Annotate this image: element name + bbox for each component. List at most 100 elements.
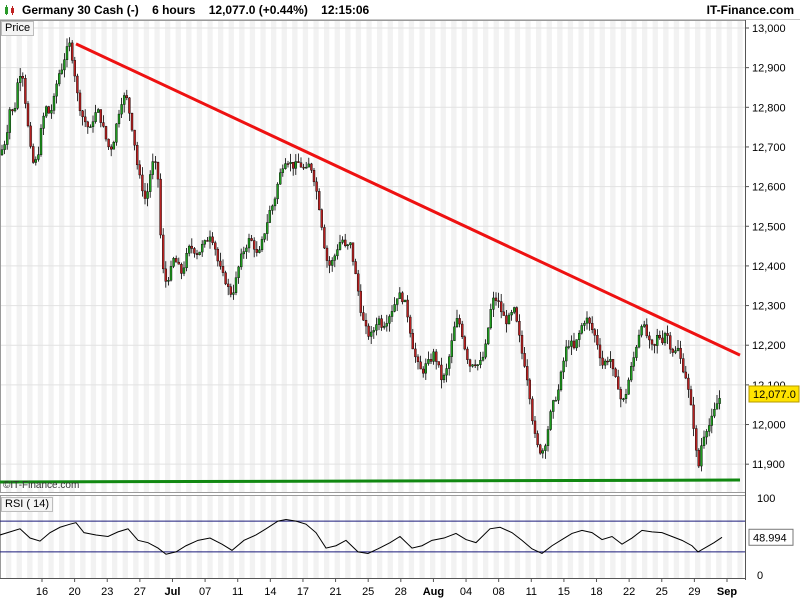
time-band bbox=[324, 495, 330, 578]
time-band bbox=[504, 20, 510, 492]
x-tick-label: 29 bbox=[688, 586, 700, 598]
candle-down bbox=[21, 76, 24, 79]
candle-down bbox=[429, 359, 433, 362]
x-tick-label: 04 bbox=[460, 586, 472, 598]
candle-down bbox=[156, 162, 160, 180]
time-band bbox=[663, 20, 669, 492]
time-band bbox=[620, 20, 627, 492]
candle-up bbox=[385, 323, 388, 327]
rsi-panel-label: RSI ( 14) bbox=[1, 497, 54, 512]
candle-down bbox=[190, 245, 194, 249]
candle-up bbox=[198, 251, 201, 256]
candle-down bbox=[500, 301, 503, 313]
candle-up bbox=[640, 326, 643, 336]
candle-up bbox=[552, 400, 555, 412]
candle-up bbox=[271, 205, 274, 211]
time-band bbox=[196, 20, 203, 492]
price-chart[interactable]: 11,90012,00012,10012,20012,30012,40012,5… bbox=[0, 20, 800, 600]
time-band bbox=[133, 20, 139, 492]
time-band bbox=[122, 495, 128, 578]
candle-up bbox=[203, 240, 207, 245]
candle-up bbox=[117, 113, 121, 125]
time-band bbox=[122, 20, 128, 492]
candle-down bbox=[666, 333, 669, 336]
last-price-box bbox=[748, 385, 800, 403]
time-band bbox=[69, 20, 75, 492]
time-band bbox=[154, 20, 160, 492]
candle-down bbox=[468, 359, 472, 367]
candle-up bbox=[151, 161, 155, 175]
candle-up bbox=[471, 364, 474, 367]
x-tick-label: 22 bbox=[623, 586, 635, 598]
candle-up bbox=[276, 183, 279, 200]
candle-down bbox=[614, 368, 617, 377]
candle-down bbox=[645, 324, 648, 337]
candle-up bbox=[167, 280, 170, 282]
candle-up bbox=[148, 174, 152, 192]
x-tick-label: 17 bbox=[297, 586, 309, 598]
time-band bbox=[631, 20, 637, 492]
time-band bbox=[37, 20, 44, 492]
candle-down bbox=[687, 377, 690, 390]
candle-up bbox=[19, 76, 22, 83]
price-panel-label: Price bbox=[1, 21, 35, 36]
time-band bbox=[652, 495, 658, 578]
candle-up bbox=[258, 249, 261, 253]
candle-down bbox=[572, 340, 576, 349]
time-band bbox=[175, 495, 181, 578]
candle-up bbox=[281, 168, 284, 173]
candle-down bbox=[299, 162, 303, 168]
candle-up bbox=[510, 312, 513, 316]
time-band bbox=[557, 20, 563, 492]
candle-down bbox=[422, 368, 425, 374]
candle-down bbox=[354, 261, 357, 275]
time-band bbox=[16, 20, 22, 492]
candle-up bbox=[580, 325, 583, 334]
candle-up bbox=[403, 299, 407, 303]
time-band bbox=[59, 20, 65, 492]
candle-down bbox=[133, 129, 136, 146]
candle-down bbox=[193, 248, 196, 254]
candle-up bbox=[702, 436, 706, 446]
candle-down bbox=[593, 329, 596, 336]
candle-up bbox=[55, 83, 58, 97]
time-band bbox=[271, 20, 277, 492]
time-band bbox=[419, 20, 425, 492]
candle-down bbox=[320, 209, 323, 228]
candle-down bbox=[104, 126, 108, 140]
candle-down bbox=[518, 321, 521, 336]
candle-down bbox=[653, 344, 656, 346]
x-tick-label: 15 bbox=[558, 586, 570, 598]
candle-up bbox=[632, 357, 635, 367]
candle-up bbox=[13, 108, 17, 112]
candle-up bbox=[442, 374, 446, 381]
candle-up bbox=[432, 351, 435, 362]
candle-down bbox=[466, 348, 469, 360]
x-tick-label: 18 bbox=[590, 586, 602, 598]
candle-down bbox=[219, 260, 222, 267]
time-band bbox=[599, 20, 605, 492]
candle-up bbox=[60, 69, 63, 74]
candle-up bbox=[710, 415, 713, 426]
candle-down bbox=[211, 236, 214, 243]
candle-down bbox=[362, 312, 365, 321]
time-band bbox=[610, 495, 616, 578]
candle-up bbox=[331, 260, 334, 266]
candle-down bbox=[143, 190, 147, 199]
candle-up bbox=[544, 445, 547, 451]
candle-up bbox=[42, 115, 45, 129]
candle-up bbox=[52, 95, 56, 111]
time-band bbox=[292, 20, 298, 492]
candle-up bbox=[388, 316, 391, 324]
candle-up bbox=[58, 73, 61, 85]
candle-down bbox=[528, 379, 531, 400]
candle-down bbox=[78, 92, 82, 112]
candle-down bbox=[213, 242, 217, 250]
candle-down bbox=[440, 364, 443, 381]
candle-down bbox=[328, 260, 331, 266]
time-band bbox=[716, 495, 722, 578]
time-band bbox=[6, 20, 12, 492]
candle-down bbox=[419, 361, 422, 370]
brand-name[interactable]: IT-Finance.com bbox=[706, 3, 794, 17]
candle-down bbox=[177, 261, 181, 265]
